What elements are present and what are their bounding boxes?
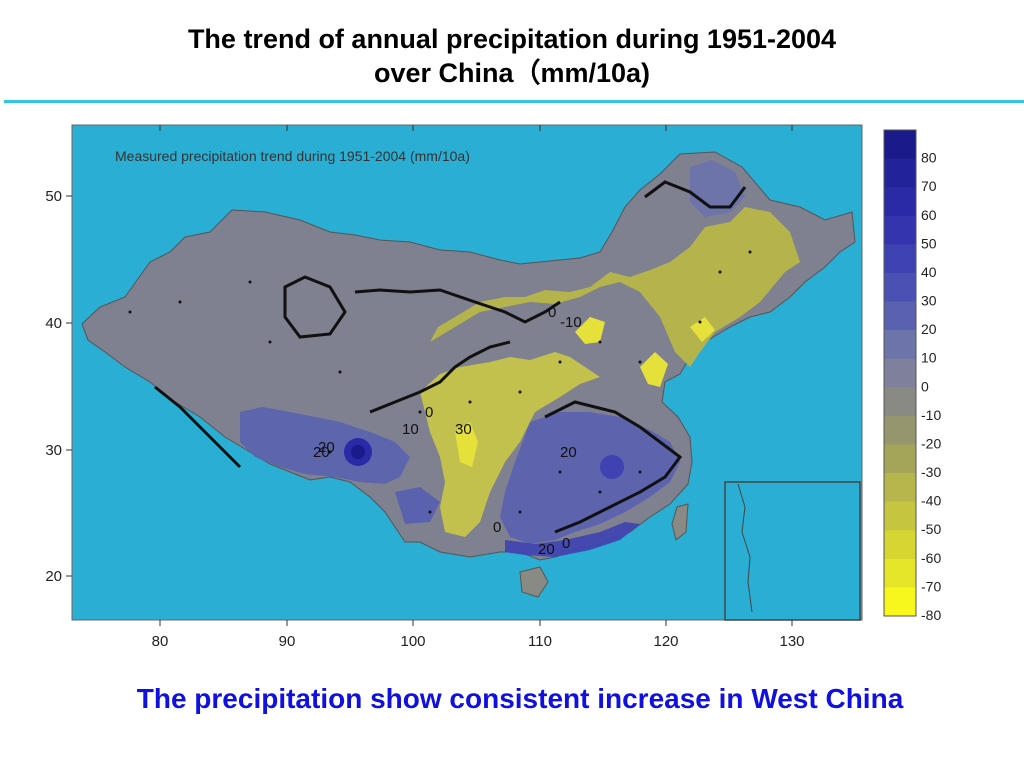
legend-frame [883,129,917,617]
taiwan-island [671,503,689,541]
contour-label: 20 [318,439,335,456]
legend-level-label: -50 [921,521,941,537]
legend-swatch [884,272,916,303]
legend-swatch [884,330,916,360]
title-line-1: The trend of annual precipitation during… [187,24,837,54]
legend-swatch [884,215,916,245]
legend-level-label: -20 [921,435,941,451]
title-divider [4,100,1024,103]
purple-south-coast [505,522,640,557]
colorbar-legend: 80 70 60 50 40 30 20 10 0 -10 -20 -30 -40 -50 -60 -70 -8… [883,129,941,623]
bright-yellow-spot-2 [575,317,605,344]
legend-swatch [884,244,916,274]
bright-yellow-spot-3 [640,352,668,387]
legend-level-label: -70 [921,578,941,594]
legend-level-label: -60 [921,550,941,566]
legend-swatch [884,387,916,417]
contour-northeast [644,180,747,209]
legend-swatch [884,473,916,503]
legend-swatch [884,501,916,531]
legend-level-label: 70 [921,178,937,194]
contour-label: 10 [402,421,419,438]
legend-level-label: -40 [921,493,941,509]
y-tick-label: 40 [45,315,62,332]
contour-label: 0 [493,519,501,536]
contour-label: 30 [455,421,472,438]
legend-swatch [884,415,916,445]
contour-label: 0 [425,404,433,421]
station-markers [128,250,752,514]
slide-caption: The precipitation show consistent increa… [136,683,904,714]
legend-swatch [884,130,916,160]
legend-swatch [884,358,916,388]
zero-contour-west [154,385,242,469]
legend-level-label: 30 [921,293,937,309]
legend-level-label: -30 [921,464,941,480]
legend-level-label: 40 [921,264,937,280]
yellow-central-band [420,352,600,537]
south-china-sea-inset [724,481,861,621]
x-tick-label: 110 [528,633,552,650]
contour-label: 20 [538,541,555,558]
legend-level-label: 60 [921,207,937,223]
southeast-max-spot [600,455,624,479]
legend-swatch [884,587,916,617]
map-frame [71,124,863,621]
purple-tibet-region [240,407,410,484]
precipitation-map-figure: Measured precipitation trend during 1951… [0,112,1024,652]
legend-level-label: 80 [921,150,937,166]
legend-level-label: 20 [921,321,937,337]
inset-coastline [737,483,753,613]
legend-level-label: 50 [921,235,937,251]
x-tick-label: 100 [400,633,425,650]
contour-label: 20 [560,444,577,461]
slide-title: The trend of annual precipitation during… [0,22,1024,90]
bright-yellow-spot-1 [455,422,478,467]
legend-level-label: 10 [921,350,937,366]
contour-label: -10 [560,314,582,331]
title-line-2: over China（mm/10a) [373,58,651,88]
tibet-max-core [351,445,365,459]
contour-label: 0 [562,535,570,552]
x-tick-label: 120 [653,633,678,650]
map-svg: Measured precipitation trend during 1951… [45,124,941,650]
y-tick-label: 20 [45,568,62,585]
zero-contour-north [283,275,347,339]
legend-swatch [884,301,916,331]
x-tick-label: 130 [779,633,804,650]
y-tick-label: 50 [45,188,62,205]
legend-swatch [884,158,916,188]
legend-level-label: -10 [921,407,941,423]
legend-swatch [884,444,916,474]
legend-level-label: 0 [921,378,929,394]
bright-yellow-spot-4 [690,317,715,342]
map-inner-label: Measured precipitation trend during 1951… [115,148,470,164]
legend-swatch [884,558,916,588]
x-tick-label: 80 [152,633,169,650]
zero-contour-central [354,288,561,324]
x-tick-label: 90 [279,633,296,650]
legend-swatch [884,187,916,217]
legend-level-label: -80 [921,607,941,623]
purple-southeast-region [500,412,680,544]
y-axis: 50 40 30 20 [45,188,72,585]
legend-swatch [884,530,916,560]
contour-label: 0 [548,304,556,321]
contour-south-loop [544,400,683,534]
purple-southwest-spot [395,487,440,524]
y-tick-label: 30 [45,442,62,459]
hainan-island [519,566,549,598]
x-axis: 80 90 100 110 120 130 [152,125,805,650]
contour-label: 20 [313,444,330,461]
zero-contour-divide [369,340,511,414]
